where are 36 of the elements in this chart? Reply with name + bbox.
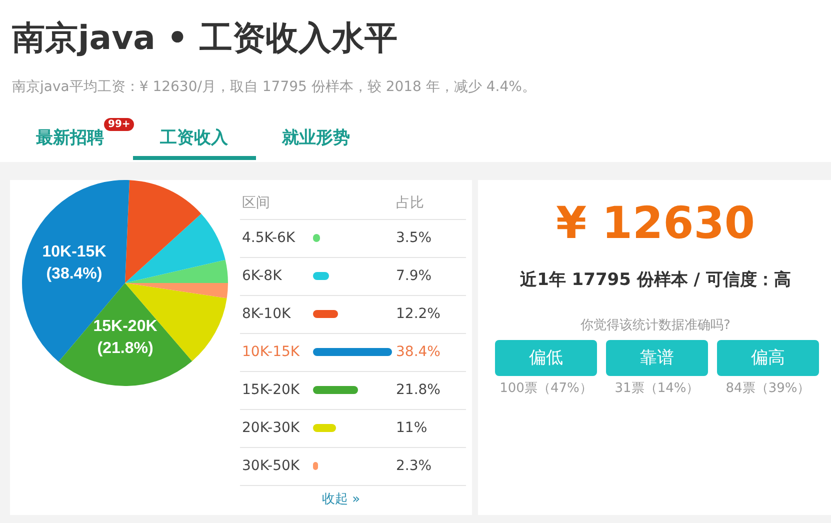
text: 21.8% — [396, 382, 440, 398]
text: 38.4% — [396, 344, 440, 360]
text: 100票（47%） — [498, 380, 594, 397]
legend-label: 8K-10K — [242, 306, 291, 322]
chart-subtitle: 南京java平均工资：¥ 12630/月，取自 17795 份样本，较 2018 年，减少 4.4%。 — [12, 78, 536, 96]
text: 最新招聘 — [36, 127, 104, 149]
legend-label: 20K-30K — [242, 420, 300, 436]
text: 2.3% — [396, 458, 432, 474]
text: 84票（39%） — [724, 380, 812, 397]
text: ¥ 12630 — [554, 198, 756, 249]
text: 占比 — [396, 194, 424, 212]
text: 7.9% — [396, 268, 432, 284]
data-label: (38.4%) — [46, 266, 102, 283]
text: 区间 — [242, 194, 270, 212]
text: 偏高 — [717, 340, 819, 376]
slice-label: 15K-20K — [93, 318, 158, 335]
text: 11% — [396, 420, 428, 436]
legend-label: 30K-50K — [242, 458, 300, 474]
text: 偏低 — [495, 340, 597, 376]
category-label: 10K-15K — [242, 344, 300, 360]
chart-title: 南京java • 工资收入水平 — [12, 17, 398, 59]
legend-label: 4.5K-6K — [242, 230, 296, 246]
text: 就业形势 — [282, 127, 350, 149]
text: 工资收入 — [160, 127, 228, 149]
legend-label: 15K-20K — [242, 382, 300, 398]
text: 你觉得该统计数据准确吗? — [580, 317, 732, 334]
text: 12.2% — [396, 306, 440, 322]
text: 收起 » — [322, 491, 360, 508]
text: 99+ — [104, 118, 134, 131]
data-label: (21.8%) — [97, 340, 154, 357]
slice-label: 10K-15K — [42, 244, 107, 261]
text: 靠谱 — [606, 340, 708, 376]
text: 31票（14%） — [614, 380, 700, 397]
text: 3.5% — [396, 230, 432, 246]
text: 近1年 17795 份样本 / 可信度：高 — [519, 269, 792, 291]
legend-label: 6K-8K — [242, 268, 282, 284]
